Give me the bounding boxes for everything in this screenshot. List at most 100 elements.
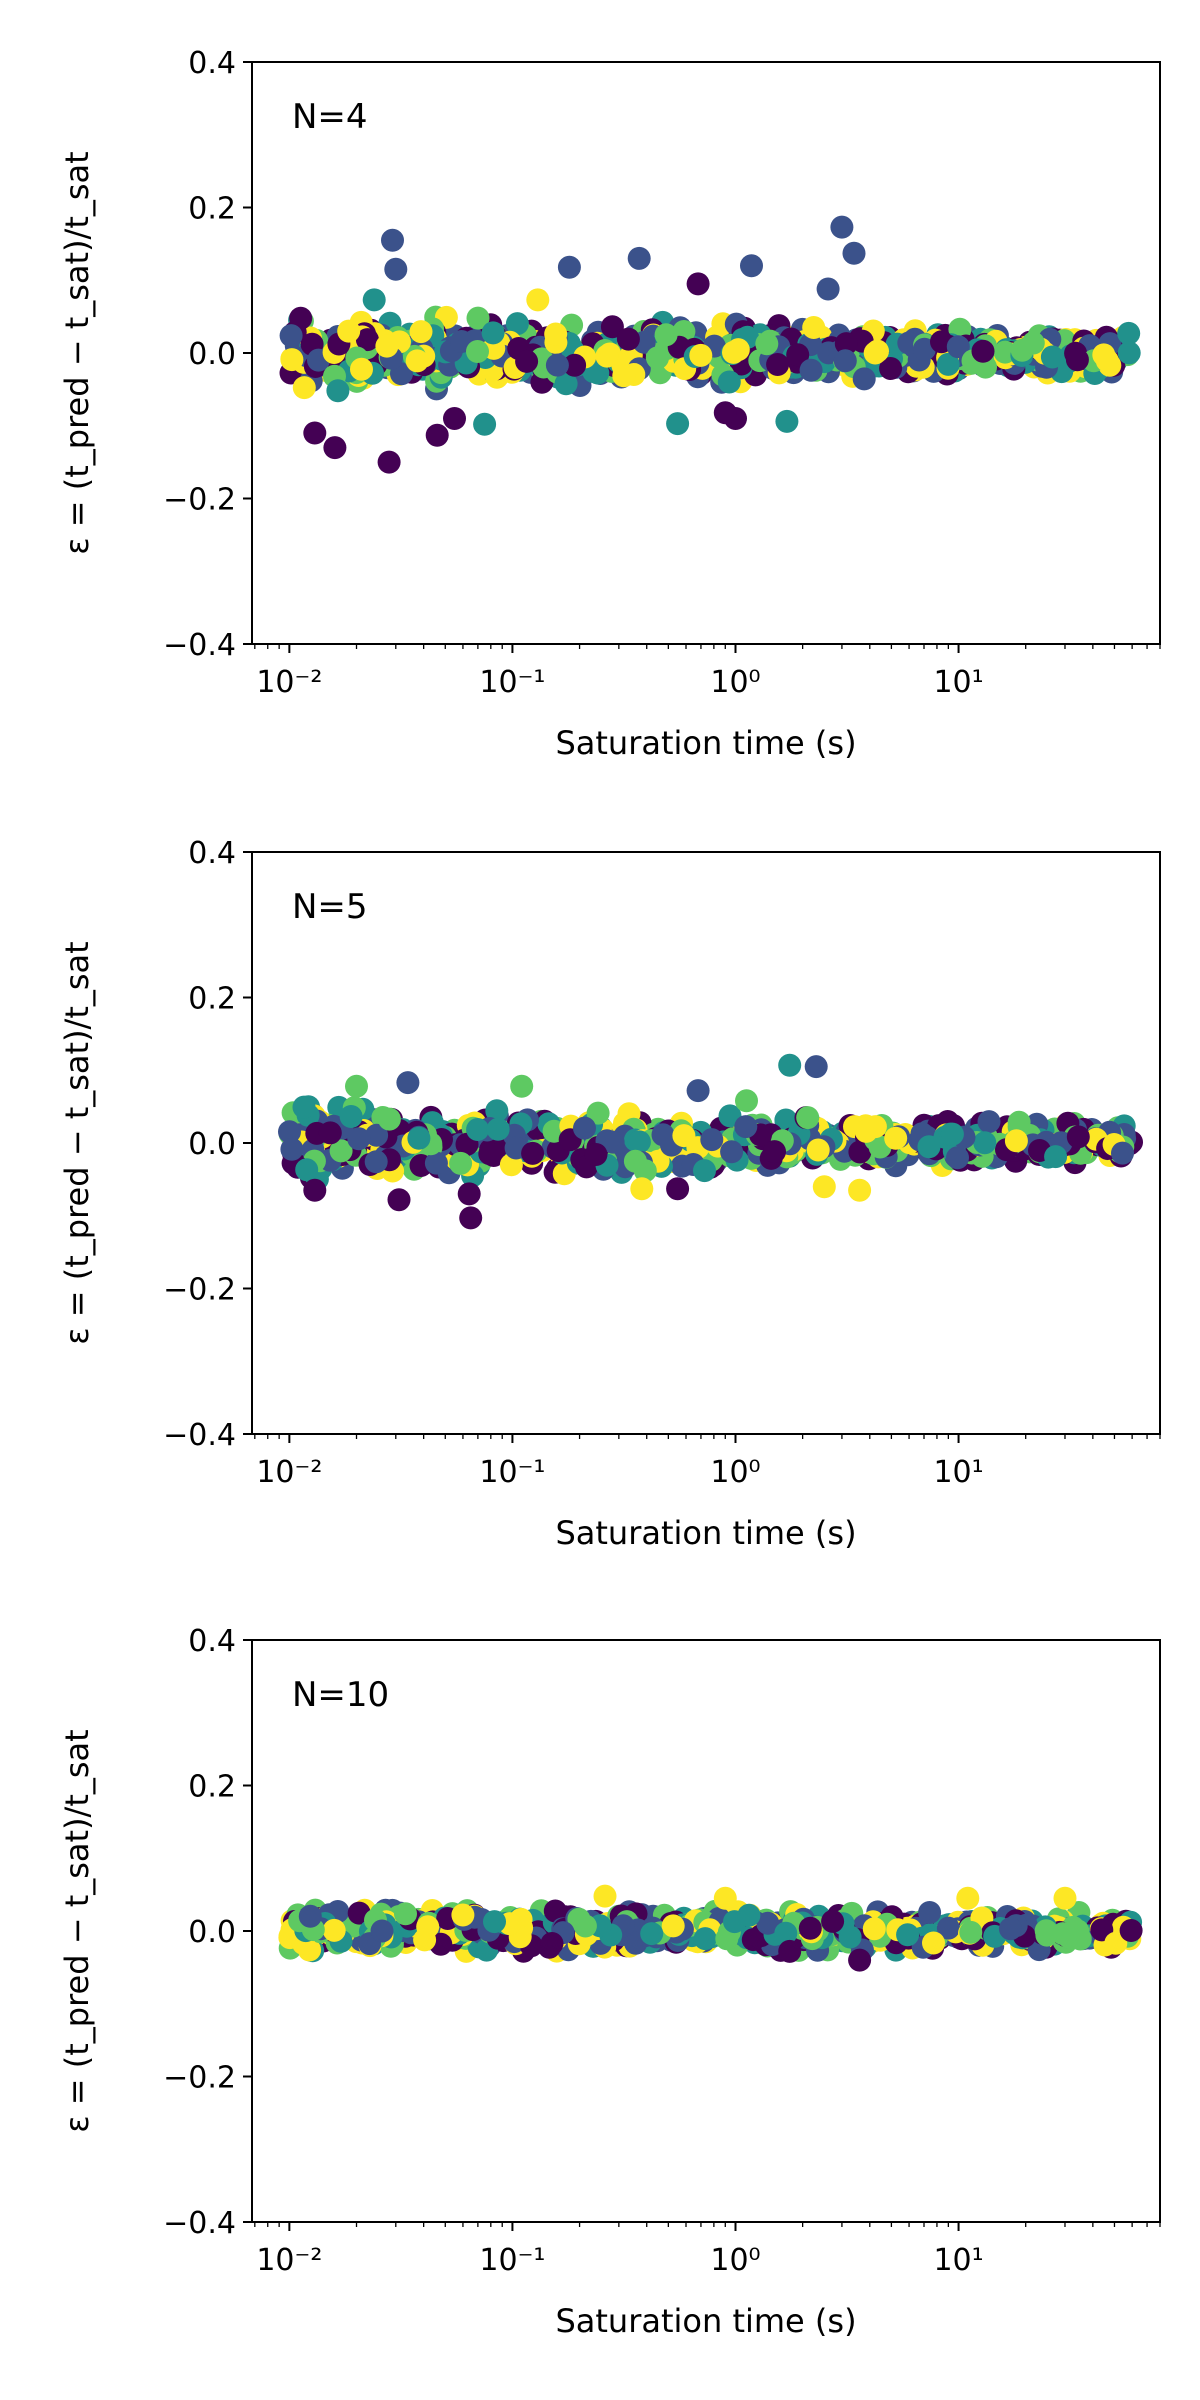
scatter-point-outlier [396,1071,420,1095]
scatter-point [600,315,624,339]
scatter-point [862,1917,886,1941]
scatter-point [298,1904,322,1928]
scatter-point [377,1107,401,1131]
scatter-point [627,1130,651,1154]
scatter-point [763,1140,786,1164]
scatter-point [424,1151,448,1175]
scatter-point [646,346,669,370]
scatter-points-n10 [278,1884,1143,1972]
y-tick-label: 0.0 [188,1127,236,1162]
scatter-point [540,1932,564,1955]
scatter-point [936,352,960,376]
scatter-point [375,334,399,358]
scatter-point [394,1902,417,1926]
scatter-point [350,357,373,381]
scatter-point [466,1118,490,1141]
scatter-point [1065,348,1089,372]
scatter-point [586,1101,610,1125]
scatter-point [478,1142,502,1166]
y-axis-label-n4: ε = (t_pred − t_sat)/t_sat [58,151,96,554]
scatter-point [715,1927,739,1951]
scatter-point [1119,1919,1143,1942]
scatter-point [280,1137,304,1161]
scatter-point [292,376,316,400]
scatter-point [806,1138,830,1162]
scatter-point [654,323,678,347]
scatter-point [720,1140,744,1164]
scatter-point-outlier [842,241,866,265]
y-tick-label: −0.2 [163,1273,236,1308]
y-tick-label: −0.2 [163,483,236,518]
scatter-point-outlier [425,423,449,447]
scatter-point-outlier [510,1074,534,1098]
scatter-point [689,343,713,367]
scatter-point-outlier [451,1903,475,1927]
scatter-points-n4 [279,215,1141,474]
scatter-point [339,1105,363,1128]
scatter-point-outlier [686,1079,710,1103]
x-tick-label: 10⁻² [256,2243,322,2278]
y-axis-label-n5: ε = (t_pred − t_sat)/t_sat [58,941,96,1344]
scatter-point [896,1923,920,1947]
panel-n5: −0.4 −0.2 0.0 0.2 0.4 10⁻² 10⁻¹ 10⁰ 10¹ N=5 Satu… [58,836,1161,1552]
scatter-point-outlier [848,1178,872,1202]
scatter-point [543,1899,567,1923]
axis-ticks-n10: −0.4 −0.2 0.0 0.2 0.4 10⁻² 10⁻¹ 10⁰ 10¹ [163,1624,1161,2278]
scatter-point-outlier [778,1053,802,1077]
scatter-point [1040,345,1064,369]
scatter-point [821,1909,845,1933]
x-tick-label: 10⁰ [710,2243,760,2278]
scatter-point [863,341,887,365]
scatter-point-outlier [377,450,401,474]
scatter-point [940,1122,964,1146]
scatter-point [623,1149,647,1173]
scatter-point [661,1914,685,1938]
scatter-point [1004,1129,1028,1153]
scatter-point [407,1126,431,1150]
scatter-point [651,1123,675,1147]
scatter-point [717,370,741,394]
y-tick-label: 0.4 [188,836,236,871]
scatter-point [640,1922,664,1946]
panel-n10: −0.4 −0.2 0.0 0.2 0.4 10⁻² 10⁻¹ 10⁰ 10¹ N=10 Sat… [58,1624,1161,2340]
scatter-point [616,327,640,351]
x-tick-label: 10¹ [933,1455,983,1490]
scatter-point [737,1903,761,1927]
scatter-point-outlier [303,1178,327,1202]
x-tick-label: 10⁻¹ [479,1455,545,1490]
scatter-point [1044,1145,1068,1169]
x-tick-label: 10⁻² [256,665,322,700]
scatter-point-outlier [387,1188,411,1212]
scatter-point [413,1928,437,1952]
scatter-point [505,312,529,336]
scatter-point [799,358,823,382]
scatter-point [280,348,304,372]
scatter-point-outlier [686,272,710,296]
scatter-point [977,1110,1001,1134]
scatter-point [722,340,745,364]
scatter-point [337,319,361,343]
scatter-point [946,335,970,359]
scatter-point [1117,341,1141,365]
scatter-point [573,1914,597,1938]
scatter-point [595,344,619,368]
scatter-point [483,1910,506,1934]
y-tick-label: 0.2 [188,192,236,227]
scatter-point [854,1119,878,1143]
scatter-point-outlier [627,246,651,270]
scatter-point [833,349,857,373]
scatter-point [852,367,876,391]
scatter-point [884,1126,908,1150]
scatter-point [295,1158,319,1182]
scatter-point [289,306,313,330]
scatter-point-outlier [812,1175,836,1199]
scatter-point-outlier [443,407,466,430]
y-tick-label: −0.4 [163,2206,236,2241]
scatter-point [959,1920,983,1944]
scatter-point [584,1143,608,1166]
annotation-n10: N=10 [292,1675,389,1715]
scatter-point [292,1095,316,1119]
scatter-points-n5 [278,1053,1143,1230]
